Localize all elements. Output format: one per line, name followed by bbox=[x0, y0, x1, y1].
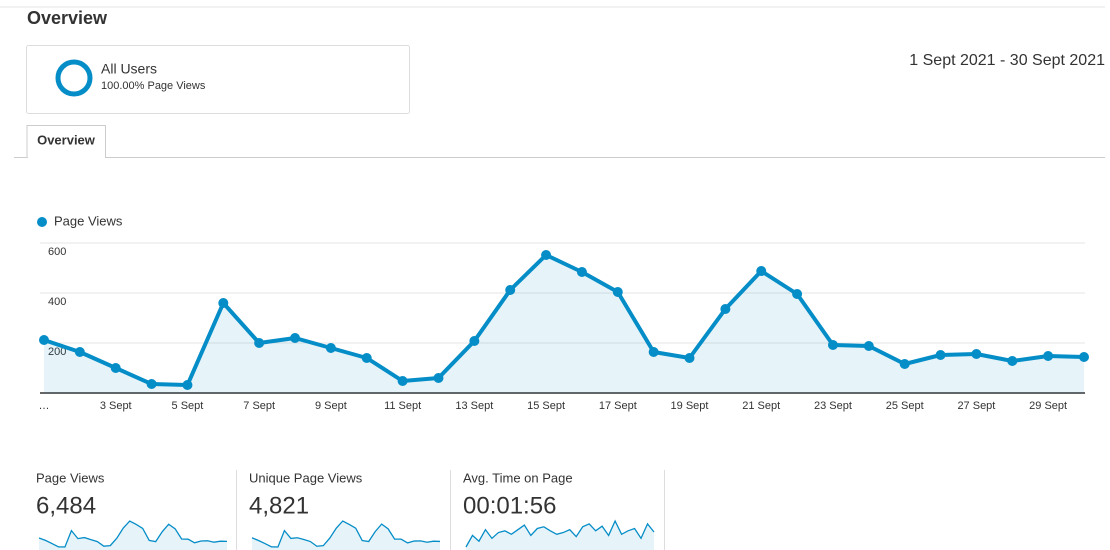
x-tick-label: 21 Sept bbox=[742, 400, 780, 412]
x-tick-label: 19 Sept bbox=[671, 400, 709, 412]
point bbox=[469, 336, 480, 346]
x-tick-label: 17 Sept bbox=[599, 400, 637, 412]
metric-value: 00:01:56 bbox=[463, 492, 556, 519]
point bbox=[361, 353, 372, 363]
point bbox=[935, 350, 946, 360]
legend-marker bbox=[37, 217, 47, 227]
point bbox=[433, 373, 444, 383]
sparkline-area bbox=[39, 521, 227, 550]
page-title: Overview bbox=[27, 8, 108, 28]
point bbox=[290, 333, 301, 343]
point bbox=[182, 380, 193, 390]
x-tick-label: 27 Sept bbox=[957, 400, 995, 412]
point bbox=[505, 285, 516, 295]
sparkline bbox=[465, 519, 655, 548]
segment-name: All Users bbox=[101, 61, 157, 77]
date-range[interactable]: 1 Sept 2021 - 30 Sept 2021 bbox=[909, 52, 1105, 69]
sparkline bbox=[251, 520, 441, 548]
metric-label: Avg. Time on Page bbox=[463, 470, 573, 485]
y-tick-label: 200 bbox=[48, 346, 66, 358]
sparkline-area bbox=[466, 521, 654, 550]
y-tick-label: 600 bbox=[48, 246, 66, 258]
point bbox=[1007, 356, 1018, 366]
point bbox=[756, 266, 767, 276]
point bbox=[541, 250, 552, 260]
x-tick-label: 13 Sept bbox=[455, 400, 493, 412]
point bbox=[74, 347, 85, 357]
line bbox=[43, 253, 1085, 387]
point bbox=[971, 349, 982, 359]
metric-label: Unique Page Views bbox=[249, 470, 363, 485]
segment-icon bbox=[55, 59, 93, 97]
point bbox=[325, 343, 336, 353]
legend-label: Page Views bbox=[54, 213, 123, 228]
point bbox=[1079, 352, 1089, 362]
x-tick-label: 29 Sept bbox=[1029, 400, 1067, 412]
metric-label: Page Views bbox=[36, 470, 105, 485]
point bbox=[792, 289, 803, 299]
segment-card[interactable] bbox=[26, 45, 410, 114]
point bbox=[110, 363, 121, 373]
x-tick-label: 9 Sept bbox=[315, 400, 347, 412]
tab-cover bbox=[28, 155, 105, 159]
point bbox=[254, 338, 265, 348]
x-tick-label: … bbox=[39, 400, 50, 412]
x-tick-label: 7 Sept bbox=[243, 400, 275, 412]
metric-value: 6,484 bbox=[36, 492, 96, 519]
x-tick-label: 3 Sept bbox=[100, 400, 132, 412]
point bbox=[863, 341, 874, 351]
point bbox=[397, 376, 408, 386]
point bbox=[720, 304, 731, 314]
point bbox=[648, 347, 659, 357]
point bbox=[218, 298, 229, 308]
point bbox=[39, 335, 49, 345]
point bbox=[684, 353, 695, 363]
point bbox=[827, 340, 838, 350]
x-tick-label: 11 Sept bbox=[384, 400, 421, 412]
segment-detail: 100.00% Page Views bbox=[101, 80, 206, 92]
point bbox=[1043, 351, 1054, 361]
point bbox=[576, 267, 587, 277]
x-tick-label: 25 Sept bbox=[886, 400, 924, 412]
point bbox=[612, 287, 623, 297]
point bbox=[146, 379, 157, 389]
x-tick-label: 5 Sept bbox=[172, 400, 204, 412]
area bbox=[44, 255, 1084, 393]
x-tick-label: 15 Sept bbox=[527, 400, 565, 412]
metric-value: 4,821 bbox=[249, 492, 309, 519]
y-tick-label: 400 bbox=[48, 296, 66, 308]
sparkline-area bbox=[252, 521, 440, 550]
point bbox=[899, 359, 910, 369]
sparkline bbox=[38, 520, 228, 548]
tab[interactable] bbox=[26, 125, 106, 158]
x-tick-label: 23 Sept bbox=[814, 400, 852, 412]
tab-label[interactable]: Overview bbox=[37, 132, 96, 147]
